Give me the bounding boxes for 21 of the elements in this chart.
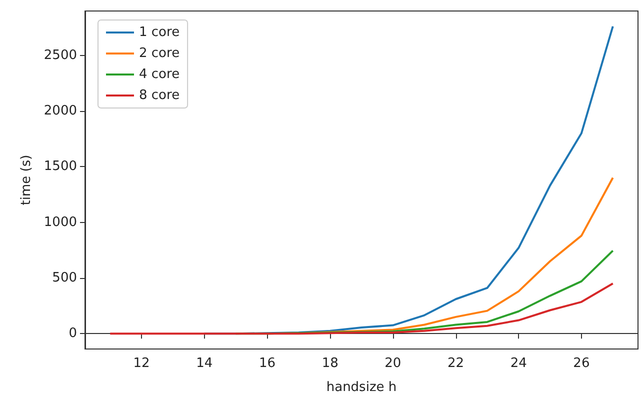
x-tick-label: 12 — [133, 356, 150, 371]
line-series — [109, 282, 614, 335]
x-tick-label: 26 — [573, 356, 590, 371]
y-tick-label: 0 — [68, 326, 77, 342]
x-tick-label: 14 — [196, 356, 213, 371]
y-tick-label: 500 — [52, 270, 77, 286]
y-tick-label: 1000 — [44, 214, 77, 230]
x-tick-label: 24 — [510, 356, 527, 371]
x-tick-label: 18 — [322, 356, 338, 371]
y-axis-title: time (s) — [19, 154, 34, 206]
y-tick-label: 1500 — [44, 159, 77, 174]
legend-label: 1 core — [139, 25, 180, 40]
x-tick-label: 16 — [258, 356, 276, 371]
x-axis-title: handsize h — [326, 380, 397, 395]
x-tick-label: 20 — [384, 356, 402, 371]
y-tick-label: 2500 — [44, 48, 77, 63]
x-tick-label: 22 — [447, 356, 464, 371]
y-tick-label: 2000 — [44, 103, 77, 118]
legend-label: 2 core — [139, 46, 180, 61]
legend-label: 4 core — [139, 67, 180, 82]
legend-label: 8 core — [139, 88, 180, 103]
